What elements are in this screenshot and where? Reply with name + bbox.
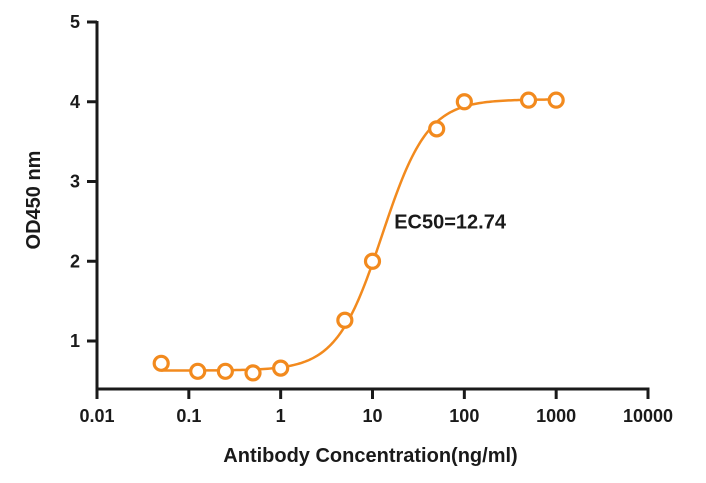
data-points bbox=[152, 91, 565, 382]
data-point bbox=[244, 364, 262, 382]
axes bbox=[95, 21, 650, 391]
y-axis-title: OD450 nm bbox=[23, 151, 45, 250]
data-point bbox=[363, 252, 382, 270]
x-tick-label: 100 bbox=[449, 406, 479, 426]
x-tick-label: 10000 bbox=[623, 406, 673, 426]
fit-curve bbox=[161, 98, 557, 372]
data-point bbox=[152, 354, 170, 372]
y-tick-label: 5 bbox=[70, 12, 80, 32]
y-tick-label: 3 bbox=[70, 172, 80, 192]
x-tick-label: 1000 bbox=[536, 406, 576, 426]
y-tick-label: 2 bbox=[70, 251, 80, 271]
data-point bbox=[428, 120, 446, 138]
data-point bbox=[547, 91, 565, 109]
ticks bbox=[87, 20, 650, 399]
data-point bbox=[455, 93, 473, 111]
x-tick-label: 0.1 bbox=[176, 406, 201, 426]
y-tick-label: 1 bbox=[70, 331, 80, 351]
ec50-annotation: EC50=12.74 bbox=[394, 211, 507, 233]
x-axis-title: Antibody Concentration(ng/ml) bbox=[223, 445, 517, 467]
y-tick-label: 4 bbox=[70, 92, 80, 112]
data-point bbox=[189, 362, 207, 380]
fit-curve-layer bbox=[161, 98, 557, 372]
data-point bbox=[519, 91, 538, 109]
x-tick-label: 1 bbox=[276, 406, 286, 426]
data-point bbox=[216, 362, 234, 380]
data-point bbox=[336, 311, 354, 329]
x-tick-label: 0.01 bbox=[79, 406, 114, 426]
labels: 0.01 0.1 1 10 100 1000 10000 1 2 3 4 5 Antibody Conc… bbox=[23, 12, 673, 467]
x-tick-label: 10 bbox=[362, 406, 382, 426]
data-point bbox=[272, 359, 290, 377]
